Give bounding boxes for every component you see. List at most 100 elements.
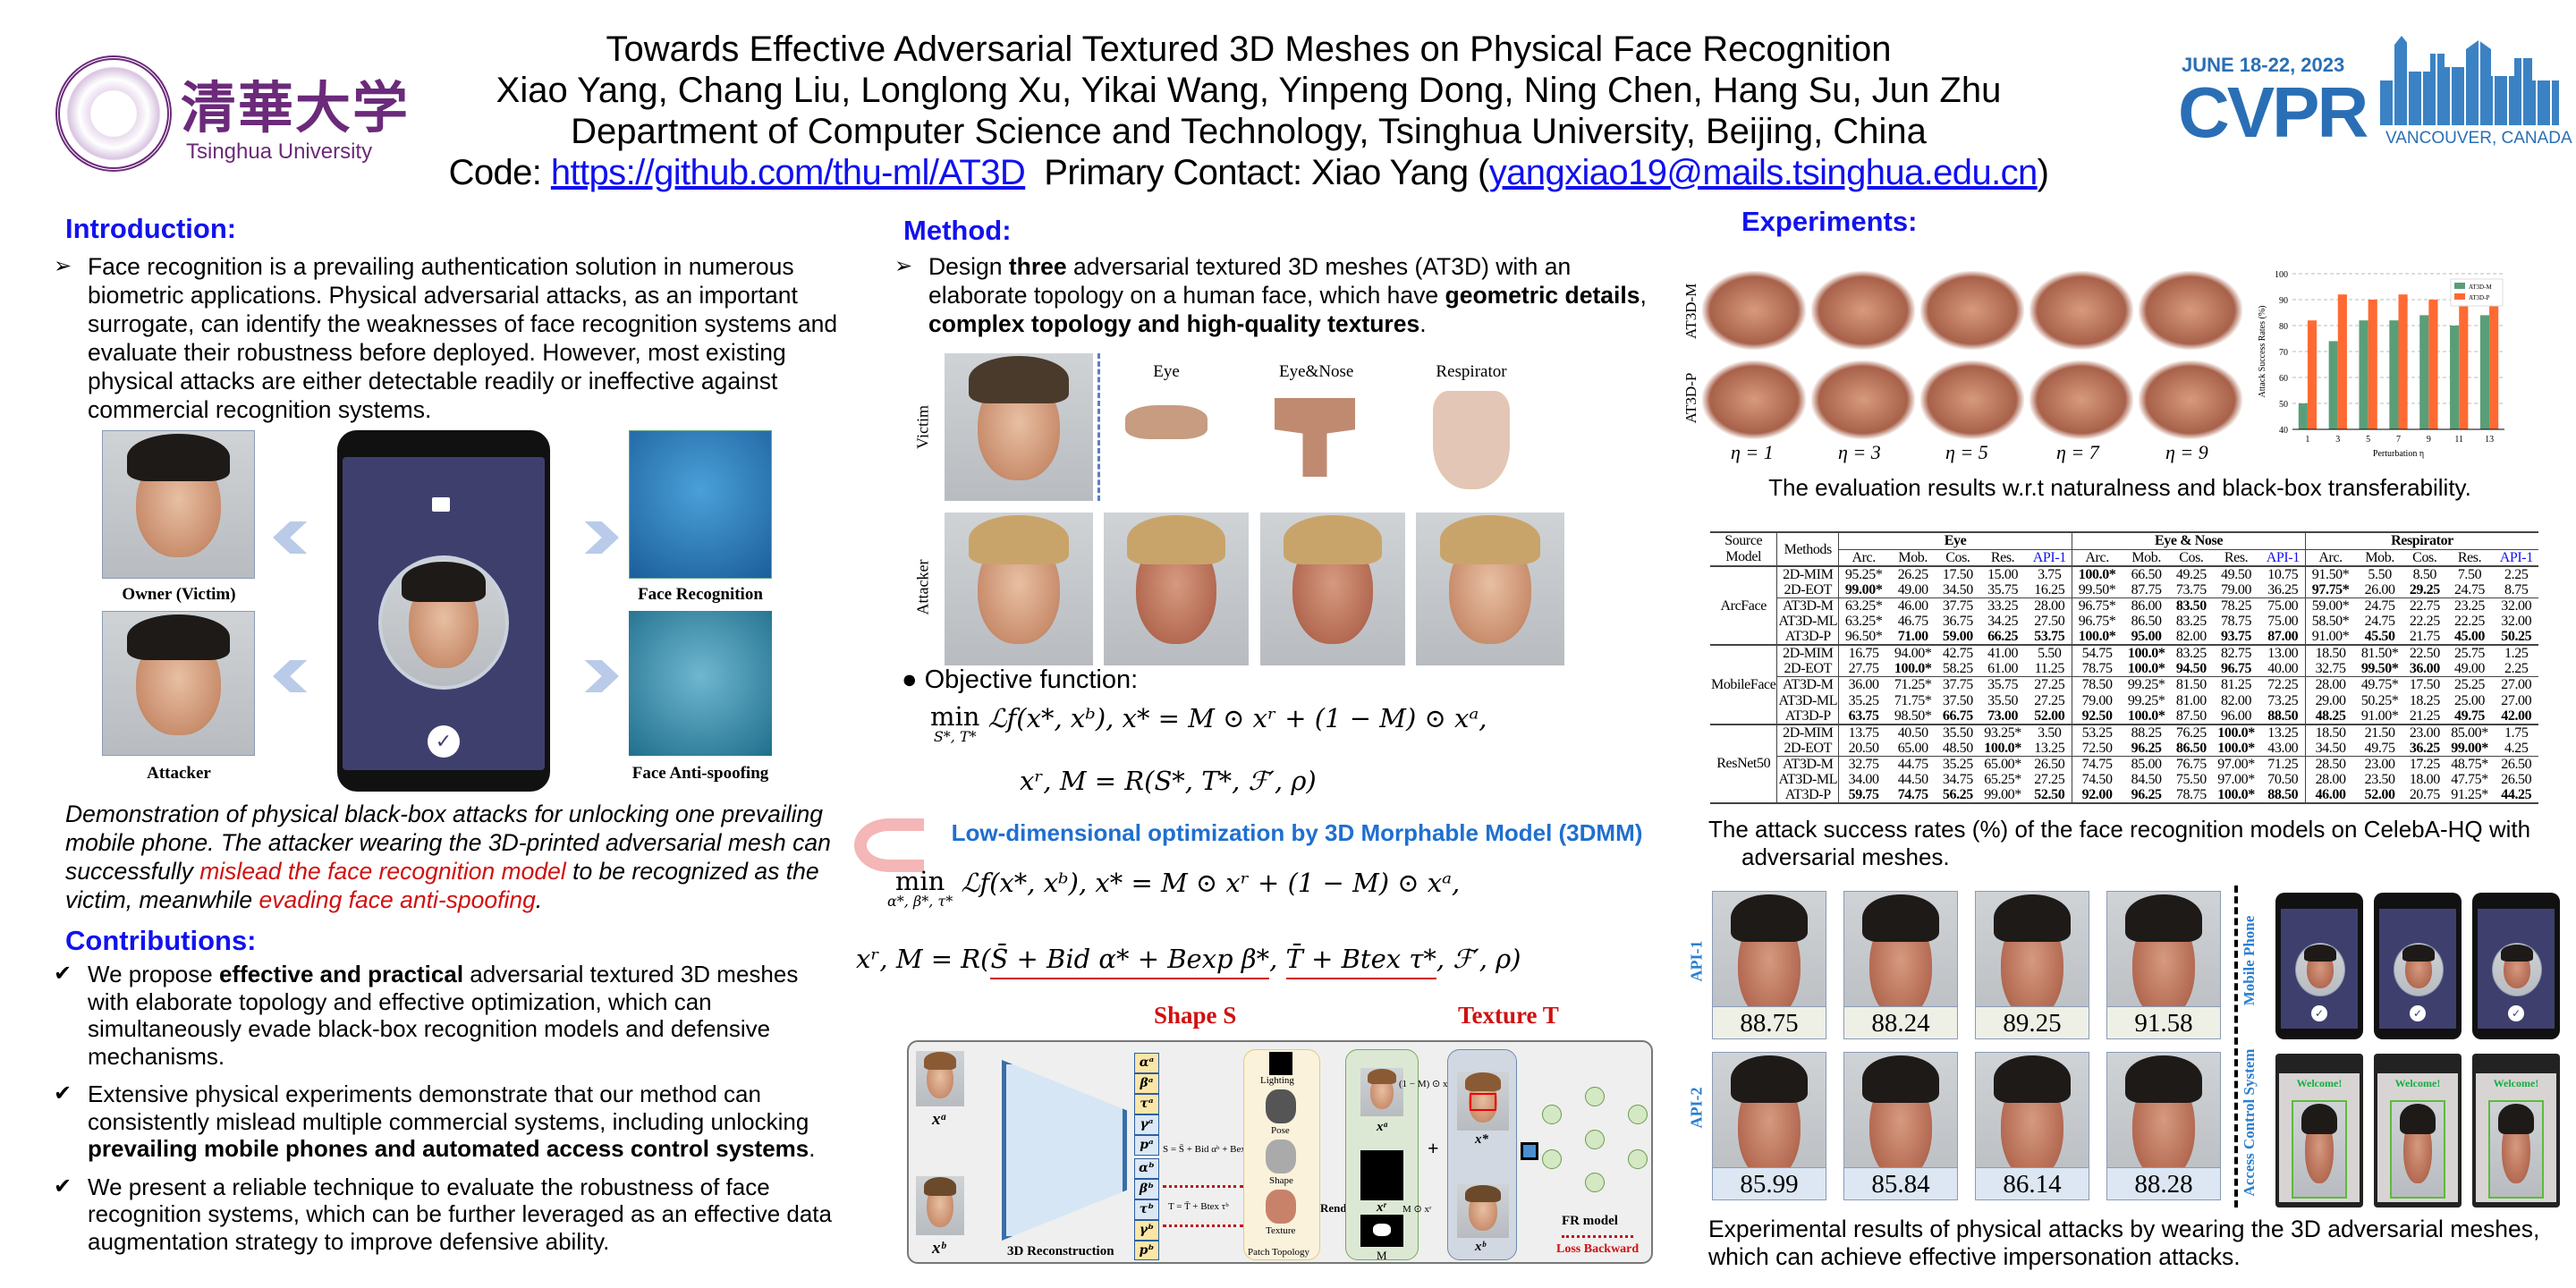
similarity-score: 88.28 xyxy=(2107,1167,2220,1199)
bullet-text: . xyxy=(1419,310,1427,337)
value-cell: 10.75 xyxy=(2260,566,2307,582)
value-cell: 35.25 xyxy=(1848,692,1879,708)
x-tick-label: 13 xyxy=(2485,435,2494,445)
lighting-image xyxy=(1269,1052,1292,1075)
value-cell: 29.25 xyxy=(2409,582,2440,597)
y-tick-label: 40 xyxy=(2279,426,2288,436)
method-cell: AT3D-M xyxy=(1776,756,1840,772)
column-label-eye: Eye xyxy=(1153,362,1180,381)
patch-topology-label: Patch Topology xyxy=(1248,1247,1309,1258)
value-cell: 56.25 xyxy=(1942,787,1973,803)
value-cell: 63.25* xyxy=(1844,598,1883,614)
poster-title: Towards Effective Adversarial Textured 3… xyxy=(606,30,1892,69)
value-cell: 42.75 xyxy=(1942,646,1973,662)
value-cell: 20.50 xyxy=(1848,740,1879,756)
value-cell: 49.00 xyxy=(1897,582,1928,597)
attacker-label: Attacker xyxy=(147,764,211,783)
contribution-item: ✔ We present a reliable technique to eval… xyxy=(54,1174,841,1256)
value-cell: 83.25 xyxy=(2175,614,2207,630)
value-cell: 1.25 xyxy=(2504,646,2529,662)
source-face-xa xyxy=(916,1051,964,1106)
cvpr-logo: JUNE 18-22, 2023 CVPR VANCOUVER, CANADA xyxy=(2178,36,2572,152)
table-row: AT3D-P 63.75 98.50* 66.75 73.00 52.00 92.50 100… xyxy=(1710,708,2538,724)
code-link[interactable]: https://github.com/thu-ml/AT3D xyxy=(550,153,1026,192)
value-cell: 99.25* xyxy=(2127,692,2165,708)
value-cell: 22.25 xyxy=(2409,614,2440,630)
table-row: AT3D-M 32.75 44.75 35.25 65.00* 26.50 74.75 85.… xyxy=(1710,756,2538,772)
value-cell: 5.50 xyxy=(2027,645,2073,662)
dashed-divider xyxy=(2234,886,2238,1208)
row-label-api-2: API-2 xyxy=(1687,1087,1706,1129)
value-cell: 93.25* xyxy=(1984,724,2021,741)
value-cell: 24.75 xyxy=(2454,582,2486,597)
y-tick-label: 60 xyxy=(2279,374,2288,384)
header-methods: Methods xyxy=(1776,532,1840,566)
value-cell: 36.25 xyxy=(2409,740,2440,756)
param-alpha-b: αᵇ xyxy=(1134,1158,1159,1179)
value-cell: 73.25 xyxy=(2260,692,2307,708)
similarity-score: 85.84 xyxy=(1844,1167,1957,1199)
texture-term: T̄ + Btex τ* xyxy=(1285,944,1436,979)
authors: Xiao Yang, Chang Liu, Longlong Xu, Yikai… xyxy=(496,71,2002,110)
mesh-render-at3d-p xyxy=(1811,360,1915,439)
value-cell: 35.75 xyxy=(1987,677,2019,693)
shape-term: S̄ + Bid α* + Bexp β* xyxy=(990,944,1270,979)
attacker-face-on-phone xyxy=(2295,943,2345,996)
value-cell: 32.00 xyxy=(2501,598,2532,614)
value-cell: 16.25 xyxy=(2027,582,2073,598)
introduction-heading: Introduction: xyxy=(65,213,237,244)
eta-label: η = 5 xyxy=(1945,441,1988,463)
cvpr-dates: JUNE 18-22, 2023 xyxy=(2182,54,2345,76)
value-cell: 49.00 xyxy=(2454,661,2486,677)
table-row: 2D-EOT 99.00* 49.00 34.50 35.75 16.25 99.50* 87… xyxy=(1710,582,2538,598)
shape-label-diagram: Shape xyxy=(1269,1175,1293,1186)
chevron-left-icon xyxy=(273,660,308,692)
mesh-render-at3d-p xyxy=(2139,360,2242,439)
value-cell: 34.50 xyxy=(1942,582,1973,597)
param-beta-a: βᵃ xyxy=(1134,1073,1159,1094)
fr-model-label: FR model xyxy=(1562,1214,1618,1228)
chevron-left-icon xyxy=(273,521,308,554)
value-cell: 71.25* xyxy=(1894,677,1932,693)
value-cell: 49.75 xyxy=(2454,708,2486,724)
unlock-icon xyxy=(432,497,450,512)
attacker-face-on-phone xyxy=(2394,943,2444,996)
bullet-bold: three xyxy=(1008,253,1067,280)
header-column: Arc. xyxy=(1852,549,1876,565)
attack-success-table: Source Model Methods Eye Eye & Nose Respirato… xyxy=(1710,531,2538,804)
value-cell: 34.50 xyxy=(2315,740,2346,756)
value-cell: 59.00 xyxy=(1942,629,1973,645)
value-cell: 22.75 xyxy=(2409,598,2440,614)
value-cell: 18.25 xyxy=(2409,692,2440,708)
param-p-b: pᵇ xyxy=(1134,1241,1159,1260)
physical-attack-photo: 85.84 xyxy=(1843,1052,1958,1200)
objective-function-label: ● Objective function: xyxy=(902,665,1138,695)
value-cell: 48.75* xyxy=(2451,756,2488,772)
contact-email-link[interactable]: yangxiao19@mails.tsinghua.edu.cn xyxy=(1488,153,2038,192)
value-cell: 17.25 xyxy=(2409,756,2440,772)
bar-at3d-m-3 xyxy=(2328,341,2338,429)
value-cell: 2.25 xyxy=(2504,661,2529,677)
value-cell: 25.00 xyxy=(2454,692,2486,708)
shape-image xyxy=(1266,1140,1296,1174)
value-cell: 59.75 xyxy=(1848,787,1879,803)
check-icon: ✓ xyxy=(2508,1005,2524,1021)
value-cell: 53.25 xyxy=(2081,724,2113,741)
table-row: AT3D-M 36.00 71.25* 37.75 35.75 27.25 78.50 99.… xyxy=(1710,676,2538,693)
loss-arrow-shape xyxy=(1163,1185,1243,1188)
value-cell: 99.50* xyxy=(2360,661,2399,677)
3dmm-components-panel: Lighting Pose Shape Texture Patch Topolo… xyxy=(1243,1049,1320,1260)
value-cell: 88.25 xyxy=(2131,724,2162,741)
value-cell: 17.50 xyxy=(2409,677,2440,693)
item-text: . xyxy=(809,1135,816,1162)
legend-swatch xyxy=(2454,293,2465,300)
eta-label: η = 1 xyxy=(1731,441,1774,463)
value-cell: 100.0* xyxy=(1894,661,1932,677)
table-row: AT3D-P 96.50* 71.00 59.00 66.25 53.75 100.0* 95… xyxy=(1710,629,2538,646)
value-cell: 91.00* xyxy=(2360,708,2399,724)
access-control-label: Access Control System xyxy=(2241,1048,2258,1197)
bullet-bold: geometric details xyxy=(1445,282,1640,309)
mesh-render-at3d-m xyxy=(1811,271,1915,350)
loss-backward-arrow xyxy=(1562,1235,1633,1238)
shape-equation: S = S̄ + Bid αᵇ + Bexp βᵇ xyxy=(1163,1144,1262,1155)
